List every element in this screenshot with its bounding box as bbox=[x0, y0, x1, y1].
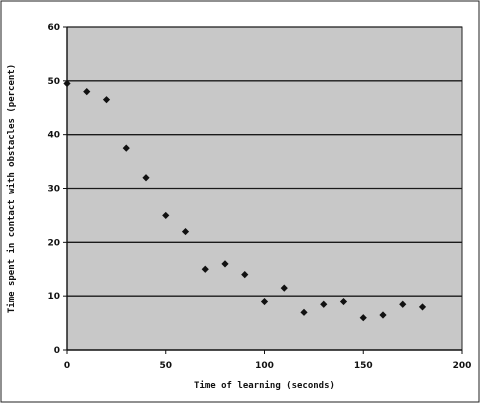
data-point bbox=[379, 311, 387, 319]
data-point bbox=[181, 227, 190, 236]
x-axis-title: Time of learning (seconds) bbox=[194, 380, 335, 391]
y-tick-label: 0 bbox=[54, 346, 60, 356]
gridlines bbox=[67, 26, 462, 297]
data-point bbox=[142, 174, 150, 182]
tick-labels: 0 10 20 30 40 50 60 0 50 100 150 200 bbox=[47, 23, 471, 371]
data-point bbox=[399, 300, 407, 308]
data-point bbox=[339, 297, 348, 306]
data-points bbox=[63, 79, 427, 322]
y-tick-label: 10 bbox=[47, 292, 60, 302]
y-tick-label: 40 bbox=[47, 131, 60, 141]
data-point bbox=[320, 300, 328, 308]
data-point bbox=[201, 265, 209, 273]
data-point bbox=[418, 303, 427, 311]
x-tick-label: 150 bbox=[354, 361, 373, 371]
data-point bbox=[300, 308, 308, 316]
x-tick-label: 200 bbox=[453, 361, 472, 371]
data-point bbox=[162, 211, 170, 220]
y-tick-label: 20 bbox=[47, 238, 60, 248]
data-point bbox=[102, 96, 111, 104]
y-tick-label: 50 bbox=[47, 77, 60, 87]
data-point bbox=[241, 271, 249, 279]
data-point bbox=[83, 88, 91, 96]
data-point bbox=[359, 314, 367, 322]
data-point bbox=[280, 284, 288, 292]
x-tick-label: 0 bbox=[64, 361, 70, 371]
y-tick-label: 30 bbox=[47, 185, 60, 195]
x-tick-label: 50 bbox=[159, 361, 172, 371]
data-point bbox=[260, 297, 269, 306]
y-tick-label: 60 bbox=[47, 23, 60, 33]
x-tick-label: 100 bbox=[255, 361, 274, 371]
y-axis-title: Time spent in contact with obstacles (pe… bbox=[6, 64, 17, 313]
data-point bbox=[122, 144, 130, 152]
data-point bbox=[221, 260, 229, 268]
data-point bbox=[63, 79, 71, 88]
